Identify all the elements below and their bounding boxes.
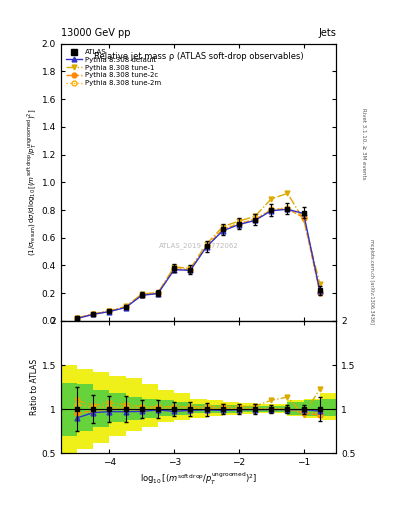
Text: Jets: Jets — [318, 28, 336, 38]
Text: 13000 GeV pp: 13000 GeV pp — [61, 28, 130, 38]
X-axis label: $\log_{10}[(m^\mathrm{soft\,drop}/p_T^\mathrm{ungroomed})^2]$: $\log_{10}[(m^\mathrm{soft\,drop}/p_T^\m… — [140, 471, 257, 487]
Y-axis label: Ratio to ATLAS: Ratio to ATLAS — [30, 359, 39, 415]
Text: mcplots.cern.ch [arXiv:1306.3436]: mcplots.cern.ch [arXiv:1306.3436] — [369, 239, 375, 324]
Y-axis label: $(1/\sigma_\mathrm{resum})\,\mathrm{d}\sigma/\mathrm{d}\log_{10}[(m^\mathrm{soft: $(1/\sigma_\mathrm{resum})\,\mathrm{d}\s… — [25, 109, 39, 256]
Text: Relative jet mass ρ (ATLAS soft-drop observables): Relative jet mass ρ (ATLAS soft-drop obs… — [94, 52, 303, 61]
Legend: ATLAS, Pythia 8.308 default, Pythia 8.308 tune-1, Pythia 8.308 tune-2c, Pythia 8: ATLAS, Pythia 8.308 default, Pythia 8.30… — [64, 47, 163, 88]
Text: Rivet 3.1.10, ≥ 3M events: Rivet 3.1.10, ≥ 3M events — [362, 108, 367, 179]
Text: ATLAS_2019_I1772062: ATLAS_2019_I1772062 — [159, 243, 238, 249]
